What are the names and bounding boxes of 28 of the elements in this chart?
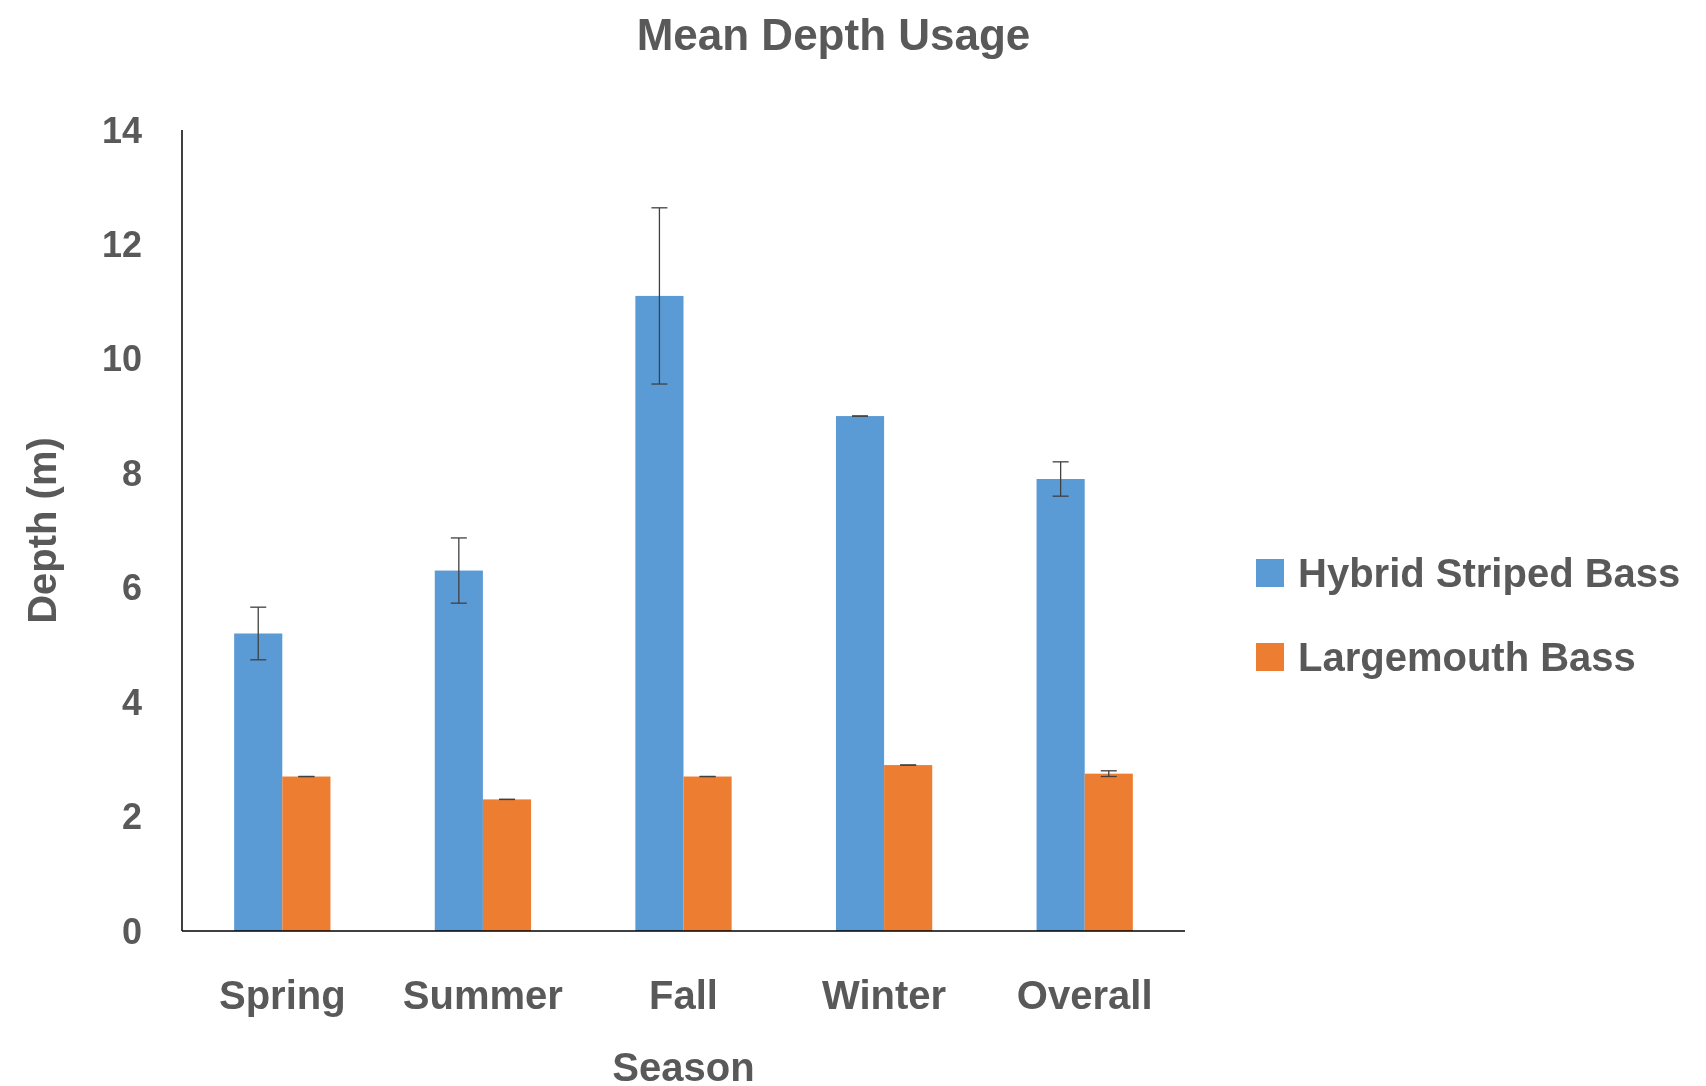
x-tick-label: Overall	[1016, 973, 1153, 1017]
chart-title: Mean Depth Usage	[636, 10, 1031, 59]
bar	[635, 295, 684, 931]
x-axis-title: Season	[612, 1045, 755, 1086]
bar	[1084, 773, 1133, 931]
legend-label: Largemouth Bass	[1298, 635, 1636, 679]
y-tick-label: 6	[121, 567, 142, 609]
legend-label: Hybrid Striped Bass	[1298, 551, 1681, 595]
y-tick-label: 2	[121, 796, 142, 838]
y-tick-label: 8	[121, 452, 142, 494]
bar	[884, 765, 933, 931]
y-tick-label: 14	[101, 109, 142, 151]
x-tick-label: Summer	[402, 973, 563, 1017]
bar	[835, 416, 885, 931]
x-tick-label: Winter	[822, 973, 947, 1017]
bar	[482, 799, 532, 931]
y-tick-label: 12	[101, 224, 142, 266]
bar	[434, 570, 483, 931]
bar	[282, 776, 331, 931]
x-tick-label: Spring	[218, 973, 346, 1017]
bar	[683, 776, 732, 931]
y-axis-title: Depth (m)	[20, 437, 64, 624]
x-tick-label: Fall	[649, 973, 718, 1017]
y-tick-label: 4	[121, 681, 142, 723]
bar	[1036, 479, 1085, 931]
bar	[234, 633, 283, 931]
y-tick-label: 0	[121, 910, 142, 952]
y-tick-label: 10	[101, 338, 142, 380]
